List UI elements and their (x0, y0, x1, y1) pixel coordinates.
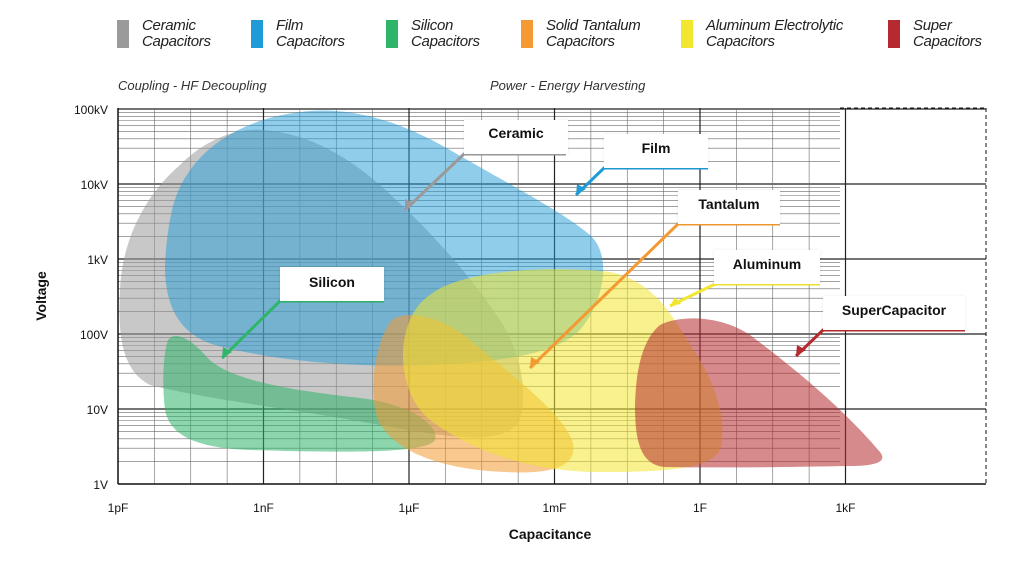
x-tick-label: 1µF (399, 501, 420, 515)
section-label-coupling: Coupling - HF Decoupling (118, 78, 267, 93)
arrowhead-silicon (222, 347, 232, 358)
arrowhead-ceramic (405, 199, 414, 210)
section-label-power: Power - Energy Harvesting (490, 78, 646, 93)
legend-label-silicon: Silicon Capacitors (411, 17, 480, 50)
legend-label-ceramic: Ceramic Capacitors (142, 17, 211, 50)
arrowhead-tantalum (530, 357, 540, 368)
x-tick-label: 1mF (543, 501, 567, 515)
leader-silicon (220, 299, 384, 360)
region-silicon (163, 335, 436, 452)
y-tick-label: 100kV (74, 103, 108, 117)
leader-ceramic (403, 152, 566, 212)
legend-label-film: Film Capacitors (276, 17, 345, 50)
y-tick-label: 100V (80, 328, 108, 342)
leader-tantalum (528, 222, 780, 370)
legend-swatch-film (251, 20, 263, 48)
y-axis-title: Voltage (33, 271, 49, 321)
y-tick-label: 10kV (81, 178, 108, 192)
y-tick-label: 1kV (87, 253, 108, 267)
region-supercapacitor (635, 318, 883, 468)
y-tick-label: 1V (93, 478, 108, 492)
legend-swatch-ceramic (117, 20, 129, 48)
y-tick-labels: 1V 10V 100V 1kV 10kV 100kV (74, 103, 108, 492)
legend-swatch-aluminum (681, 20, 693, 48)
legend-label-tantalum: Solid Tantalum Capacitors (546, 17, 641, 50)
arrowhead-supercapacitor (796, 345, 806, 356)
leader-film (574, 166, 708, 197)
callout-ceramic: Ceramic (464, 120, 568, 154)
callout-aluminum: Aluminum (714, 250, 820, 284)
capacitor-regions (119, 110, 883, 473)
callout-silicon: Silicon (280, 267, 384, 301)
callout-supercapacitor: SuperCapacitor (823, 296, 965, 330)
plot-frame (117, 107, 987, 485)
y-tick-label: 10V (87, 403, 108, 417)
legend-label-aluminum: Aluminum Electrolytic Capacitors (706, 17, 844, 50)
leader-aluminum (669, 282, 820, 308)
x-tick-label: 1pF (108, 501, 129, 515)
legend-swatch-tantalum (521, 20, 533, 48)
arrowhead-aluminum (670, 297, 681, 306)
x-tick-label: 1F (693, 501, 707, 515)
leader-supercapacitor (794, 328, 965, 358)
x-axis-title: Capacitance (509, 526, 592, 542)
callout-film: Film (604, 134, 708, 168)
legend-label-supercapacitor: Super Capacitors (913, 17, 982, 50)
x-tick-label: 1kF (835, 501, 855, 515)
legend-swatch-supercapacitor (888, 20, 900, 48)
callout-tantalum: Tantalum (678, 190, 780, 224)
arrowhead-film (576, 184, 586, 195)
callout-leaders (220, 152, 965, 370)
x-tick-label: 1nF (253, 501, 274, 515)
legend-swatch-silicon (386, 20, 398, 48)
x-tick-labels: 1pF 1nF 1µF 1mF 1F 1kF (108, 501, 856, 515)
